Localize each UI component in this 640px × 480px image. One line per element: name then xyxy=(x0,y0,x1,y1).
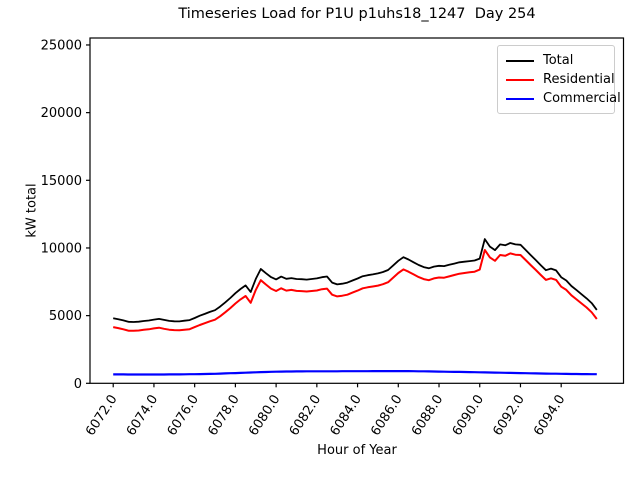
x-tick-label: 6084.0 xyxy=(328,392,365,438)
legend-item-residential: Residential xyxy=(506,70,615,89)
residential-line xyxy=(113,249,598,332)
y-tick-label: 10000 xyxy=(41,241,82,256)
x-tick-label: 6086.0 xyxy=(368,392,405,438)
y-tick-label: 20000 xyxy=(41,106,82,121)
legend-label-residential: Residential xyxy=(543,72,615,87)
x-tick-label: 6076.0 xyxy=(165,392,202,438)
y-tick-label: 5000 xyxy=(49,309,82,324)
legend: Total Residential Commercial xyxy=(497,45,621,114)
x-tick-label: 6082.0 xyxy=(287,392,324,438)
x-tick-label: 6072.0 xyxy=(83,392,120,438)
x-tick-label: 6074.0 xyxy=(124,392,161,438)
x-tick-label: 6090.0 xyxy=(450,392,487,438)
x-tick-label: 6092.0 xyxy=(490,392,527,438)
x-tick-label: 6080.0 xyxy=(246,392,283,438)
commercial-line xyxy=(113,370,597,376)
x-tick-label: 6094.0 xyxy=(531,392,568,438)
total-line-swatch xyxy=(506,59,534,62)
residential-line-swatch xyxy=(506,78,534,81)
y-axis-label: kW total xyxy=(24,183,40,238)
y-tick-label: 15000 xyxy=(41,174,82,189)
legend-item-commercial: Commercial xyxy=(506,89,621,108)
chart-title: Timeseries Load for P1U p1uhs18_1247 Day… xyxy=(178,6,536,22)
x-tick-label: 6078.0 xyxy=(205,392,242,438)
x-tick-label: 6088.0 xyxy=(409,392,446,438)
x-axis-label: Hour of Year xyxy=(317,443,397,458)
y-tick-label: 0 xyxy=(74,377,82,392)
y-tick-label: 25000 xyxy=(41,38,82,53)
plot-frame xyxy=(89,37,625,384)
legend-item-total: Total xyxy=(506,51,614,70)
commercial-line-swatch xyxy=(506,97,534,100)
legend-label-commercial: Commercial xyxy=(543,91,621,106)
legend-label-total: Total xyxy=(543,53,574,68)
total-line xyxy=(113,238,598,323)
